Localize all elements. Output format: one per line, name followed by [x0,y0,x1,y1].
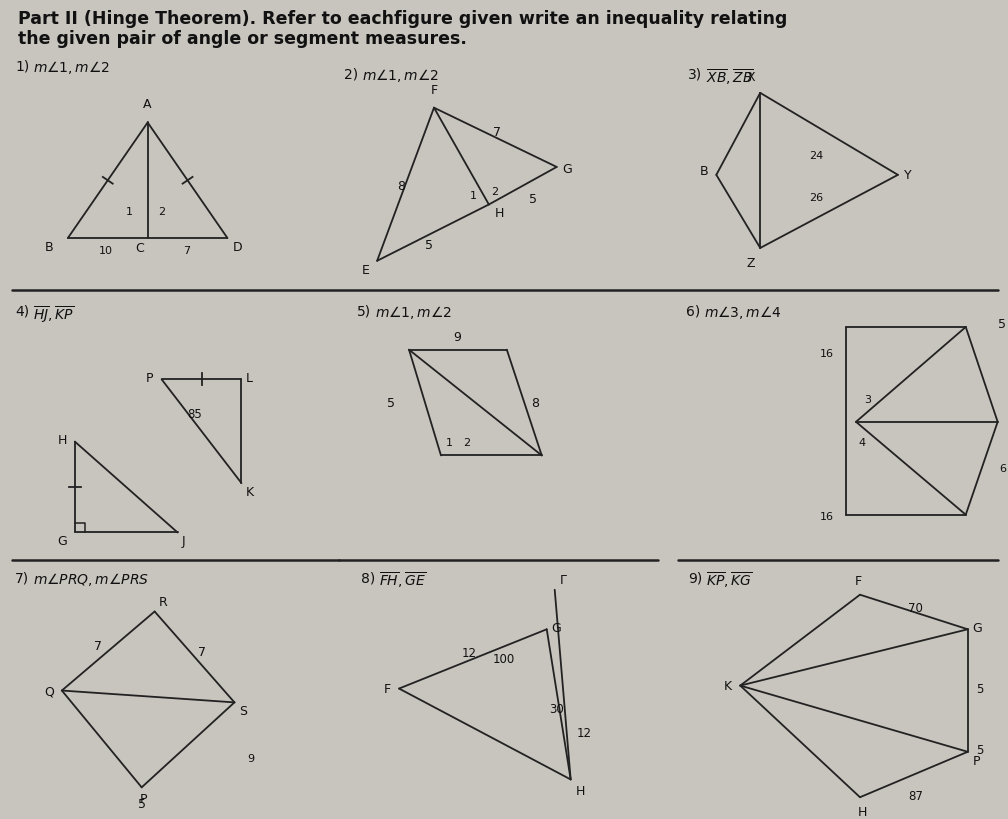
Text: 5: 5 [998,317,1006,330]
Text: H: H [576,785,585,798]
Text: 24: 24 [809,151,824,161]
Text: 12: 12 [577,726,592,739]
Text: $m\angle 1, m\angle 2$: $m\angle 1, m\angle 2$ [33,59,110,76]
Text: 7: 7 [94,639,102,652]
Text: 5: 5 [976,682,983,695]
Text: K: K [245,486,254,499]
Text: 9): 9) [688,570,703,584]
Text: 9: 9 [453,331,461,344]
Text: P: P [973,753,980,767]
Text: E: E [361,264,369,277]
Text: 4): 4) [15,304,29,318]
Text: 3: 3 [865,395,872,405]
Text: B: B [700,165,709,179]
Text: 70: 70 [908,601,923,614]
Text: 12: 12 [462,647,477,659]
Text: G: G [57,535,67,548]
Text: $\overline{KP},\overline{KG}$: $\overline{KP},\overline{KG}$ [707,570,753,590]
Text: 1: 1 [126,207,133,217]
Text: 16: 16 [821,348,834,358]
Text: $\overline{HJ},\overline{KP}$: $\overline{HJ},\overline{KP}$ [33,304,74,325]
Text: P: P [140,792,147,805]
Text: J: J [181,535,185,548]
Text: 1: 1 [470,190,477,201]
Text: $\Gamma$: $\Gamma$ [558,573,568,586]
Text: 6): 6) [686,304,701,318]
Text: G: G [973,621,983,634]
Text: B: B [45,241,53,254]
Text: F: F [384,682,391,695]
Text: H: H [495,207,504,220]
Text: 5: 5 [976,744,983,757]
Text: 5: 5 [425,239,433,251]
Text: 2: 2 [158,207,165,217]
Text: 5: 5 [387,396,395,409]
Text: X: X [747,71,755,84]
Text: 5: 5 [529,192,536,206]
Text: 8: 8 [397,179,405,192]
Text: 10: 10 [99,246,113,256]
Text: 2): 2) [344,67,358,81]
Text: $\overline{XB},\overline{ZB}$: $\overline{XB},\overline{ZB}$ [707,67,754,87]
Text: $m\angle PRQ, m\angle PRS$: $m\angle PRQ, m\angle PRS$ [33,570,149,587]
Text: 100: 100 [493,653,515,666]
Text: $m\angle 1, m\angle 2$: $m\angle 1, m\angle 2$ [362,67,439,84]
Text: G: G [562,163,573,176]
Text: 3): 3) [688,67,703,81]
Text: 9: 9 [247,753,255,762]
Text: D: D [233,241,242,254]
Text: H: H [57,433,67,446]
Text: the given pair of angle or segment measures.: the given pair of angle or segment measu… [18,29,467,48]
Text: P: P [146,371,153,384]
Text: 30: 30 [549,702,563,715]
Text: 6: 6 [1000,464,1007,473]
Text: 8): 8) [361,570,375,584]
Text: Z: Z [747,256,755,269]
Text: $m\angle 3, m\angle 4$: $m\angle 3, m\angle 4$ [705,304,782,321]
Text: K: K [724,679,732,692]
Text: 5: 5 [138,797,146,810]
Text: 4: 4 [859,437,866,447]
Text: F: F [430,84,437,97]
Text: 2: 2 [491,187,498,197]
Text: G: G [551,621,561,634]
Text: 5): 5) [357,304,371,318]
Text: 1: 1 [446,437,453,447]
Text: 87: 87 [908,790,923,803]
Text: C: C [135,242,144,255]
Text: 1): 1) [15,59,29,73]
Text: $m\angle 1, m\angle 2$: $m\angle 1, m\angle 2$ [375,304,453,321]
Text: 7: 7 [493,126,501,139]
Text: R: R [158,595,167,608]
Text: 7): 7) [15,570,29,584]
Text: 7: 7 [183,246,191,256]
Text: 26: 26 [809,192,824,202]
Text: L: L [245,371,252,384]
Text: 8: 8 [531,396,538,409]
Text: 2: 2 [464,437,471,447]
Text: A: A [143,97,152,111]
Text: 7: 7 [198,645,206,658]
Text: Y: Y [904,170,911,182]
Text: S: S [240,704,247,717]
Text: $\overline{FH},\overline{GE}$: $\overline{FH},\overline{GE}$ [379,570,426,590]
Text: Part II (Hinge Theorem). Refer to eachfigure given write an inequality relating: Part II (Hinge Theorem). Refer to eachfi… [18,10,787,28]
Text: F: F [855,574,862,587]
Text: H: H [857,805,867,818]
Text: 85: 85 [187,408,202,421]
Text: Q: Q [44,684,53,697]
Text: 16: 16 [821,511,834,521]
